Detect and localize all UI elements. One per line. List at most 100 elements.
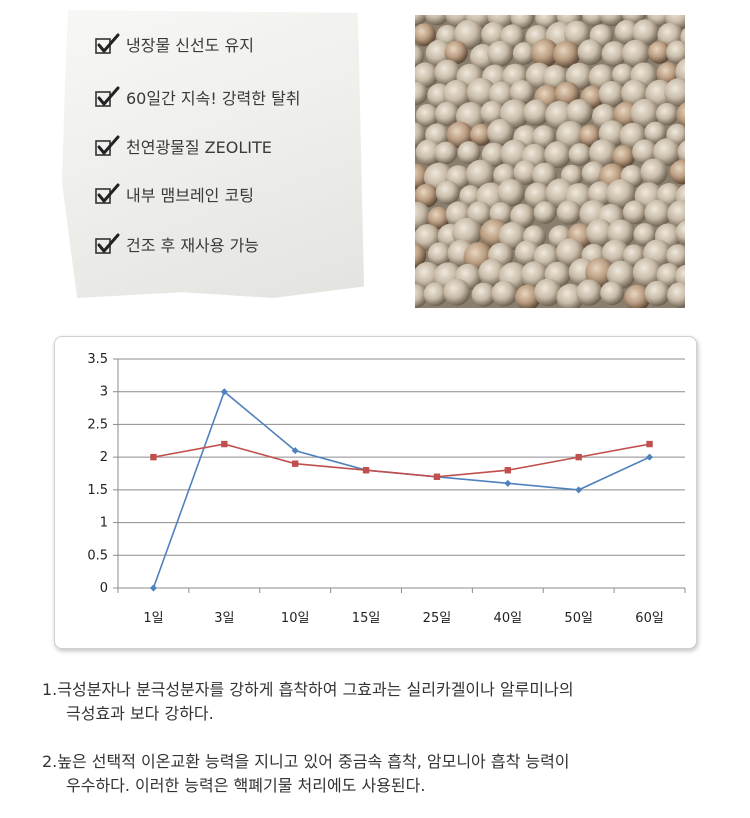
zeolite-stone xyxy=(622,200,647,225)
series-2-point xyxy=(575,453,582,461)
feature-text: 내부 맴브레인 코팅 xyxy=(126,186,254,205)
zeolite-stone xyxy=(614,19,639,45)
zeolite-stone xyxy=(601,239,630,267)
zeolite-stone xyxy=(442,79,472,109)
zeolite-stone xyxy=(544,141,572,169)
zeolite-stone xyxy=(653,138,681,167)
series-2-point xyxy=(646,440,653,448)
x-tick-label: 15일 xyxy=(352,611,381,626)
zeolite-stone xyxy=(640,158,668,186)
series-1-point xyxy=(575,486,583,494)
y-tick-label: 3.5 xyxy=(87,352,108,367)
zeolite-stone xyxy=(415,242,427,269)
zeolite-stone xyxy=(655,102,679,126)
x-tick-label: 10일 xyxy=(281,611,310,626)
zeolite-stone xyxy=(532,125,556,149)
zeolite-stone xyxy=(415,62,439,88)
zeolite-stone xyxy=(424,15,450,26)
zeolite-stones-illustration xyxy=(415,15,685,308)
zeolite-stone xyxy=(435,101,460,126)
zeolite-stone xyxy=(675,220,685,245)
series-2-point xyxy=(221,440,228,448)
feature-text: 천연광물질 ZEOLITE xyxy=(126,138,272,157)
x-tick-label: 40일 xyxy=(494,611,523,626)
series-2-point xyxy=(362,467,370,474)
feature-item: 냉장물 신선도 유지 xyxy=(94,32,254,56)
series-2-point xyxy=(150,453,157,461)
zeolite-stone xyxy=(632,19,659,46)
series-1-point xyxy=(220,388,228,396)
checkmark-icon xyxy=(95,183,120,204)
note-2-line-2: 우수하다. 이러한 능력은 핵폐기물 처리에도 사용된다. xyxy=(66,776,426,795)
zeolite-stone xyxy=(633,223,657,247)
feature-text: 건조 후 재사용 가능 xyxy=(126,236,260,255)
x-tick-label: 1일 xyxy=(143,611,163,626)
zeolite-stone xyxy=(598,81,625,108)
y-tick-label: 0 xyxy=(100,581,108,596)
zeolite-stone xyxy=(480,100,505,125)
zeolite-stone xyxy=(415,201,431,231)
series-2-point xyxy=(291,460,299,467)
x-tick-label: 25일 xyxy=(423,611,452,626)
zeolite-stone xyxy=(582,15,606,27)
y-tick-label: 1 xyxy=(100,516,108,531)
y-tick-label: 3 xyxy=(100,385,108,400)
y-tick-label: 1.5 xyxy=(87,483,108,498)
zeolite-stone xyxy=(532,162,557,188)
zeolite-stone xyxy=(454,19,484,50)
zeolite-stone xyxy=(667,200,685,228)
zeolite-stones-image xyxy=(415,15,685,308)
zeolite-stone xyxy=(556,200,582,225)
zeolite-stone xyxy=(427,206,450,230)
note-1-line-1: 1.극성분자나 분극성분자를 강하게 흡착하여 그효과는 실리카겔이나 알루미나… xyxy=(42,680,574,699)
zeolite-stone xyxy=(553,40,580,68)
zeolite-stone xyxy=(415,45,424,68)
zeolite-stone xyxy=(666,244,685,268)
note-2: 2.높은 선택적 이온교환 능력을 지니고 있어 중금속 흡착, 암모니아 흡착… xyxy=(42,750,732,798)
product-sachet-image: 냉장물 신선도 유지 60일간 지속! 강력한 탈취 천연광물질 ZEOLITE… xyxy=(62,10,364,298)
zeolite-stone xyxy=(677,140,685,164)
zeolite-stone xyxy=(512,42,536,65)
zeolite-stone xyxy=(466,159,495,189)
feature-item: 내부 맴브레인 코팅 xyxy=(94,182,254,206)
zeolite-stone xyxy=(487,40,514,67)
zeolite-stone xyxy=(624,284,651,308)
zeolite-stone xyxy=(632,139,658,165)
series-2-point xyxy=(433,473,441,480)
zeolite-stone xyxy=(578,124,601,147)
series-2-point xyxy=(504,467,512,474)
zeolite-stone xyxy=(676,102,685,129)
checkmark-icon xyxy=(95,135,120,156)
checkmark-icon xyxy=(95,233,120,254)
zeolite-stone xyxy=(415,183,439,208)
zeolite-stone xyxy=(510,203,535,229)
feature-item: 건조 후 재사용 가능 xyxy=(94,232,259,256)
zeolite-stone xyxy=(444,40,468,65)
zeolite-stone xyxy=(415,284,428,308)
zeolite-stone xyxy=(497,179,525,207)
zeolite-stone xyxy=(606,179,636,209)
zeolite-stone xyxy=(466,77,496,108)
zeolite-stone xyxy=(621,39,650,68)
checkmark-icon xyxy=(95,33,120,54)
zeolite-stone xyxy=(481,142,507,167)
zeolite-stone xyxy=(669,159,685,185)
note-1-line-2: 극성효과 보다 강하다. xyxy=(66,704,214,723)
zeolite-stone xyxy=(491,280,518,307)
zeolite-stone xyxy=(632,257,663,288)
zeolite-stone xyxy=(513,160,539,185)
zeolite-stone xyxy=(415,139,442,166)
series-1-point xyxy=(149,584,157,592)
zeolite-stone xyxy=(586,218,614,247)
zeolite-stone xyxy=(415,15,429,26)
zeolite-stone xyxy=(565,99,593,126)
zeolite-stone xyxy=(427,242,452,266)
feature-item: 60일간 지속! 강력한 탈취 xyxy=(94,85,301,109)
zeolite-stone xyxy=(443,278,471,306)
zeolite-stone xyxy=(667,282,685,308)
zeolite-stone xyxy=(577,39,604,65)
zeolite-stone xyxy=(612,63,635,86)
zeolite-stone xyxy=(434,59,461,86)
zeolite-stone xyxy=(533,201,557,224)
zeolite-stone xyxy=(568,143,592,166)
